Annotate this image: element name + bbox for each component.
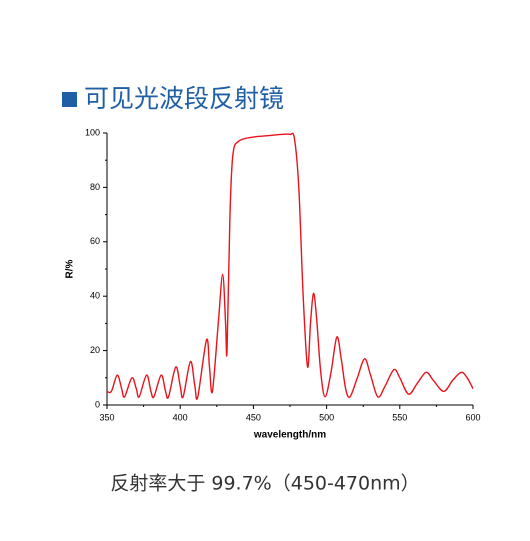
page-title: 可见光波段反射镜 [84, 84, 284, 113]
line [106, 132, 474, 400]
y-tick-label: 0 [95, 399, 100, 409]
x-tick-label: 550 [392, 412, 407, 422]
title-marker [62, 92, 77, 107]
x-tick-label: 500 [319, 412, 334, 422]
y-tick-label: 40 [90, 291, 100, 301]
y-axis-label: R/% [65, 259, 76, 278]
x-tick-label: 450 [246, 412, 261, 422]
y-tick-label: 60 [90, 236, 100, 246]
x-axis-label: wavelength/nm [253, 430, 326, 441]
caption: 反射率大于 99.7%（450-470nm） [110, 473, 419, 495]
x-tick-label: 600 [465, 412, 480, 422]
y-tick-label: 80 [90, 182, 100, 192]
x-tick-label: 400 [173, 412, 188, 422]
y-tick-label: 20 [90, 345, 100, 355]
y-tick-label: 100 [85, 127, 100, 137]
x-tick-label: 350 [99, 412, 114, 422]
